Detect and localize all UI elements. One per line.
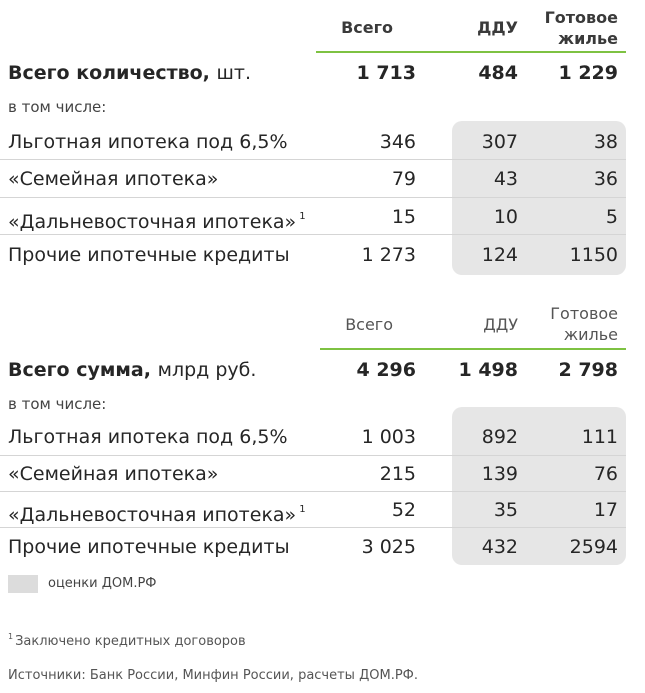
header-underline (320, 348, 626, 350)
including-label: в том числе: (8, 98, 107, 116)
table-row-ddu: 307 (481, 131, 518, 153)
table-row-ready: 36 (593, 168, 618, 190)
header-ddu: ДДУ (477, 18, 518, 37)
table-row-ready: 111 (581, 426, 618, 448)
table-row-label: Прочие ипотечные кредиты (8, 244, 290, 266)
table-row-ready: 2594 (569, 536, 618, 558)
table-row-ready: 38 (593, 131, 618, 153)
table-row-ddu: 139 (481, 463, 518, 485)
table-row-total: 215 (379, 463, 416, 485)
sources-note: Источники: Банк России, Минфин России, р… (8, 668, 418, 683)
table-row-label: «Семейная ипотека» (8, 463, 219, 485)
legend-label: оценки ДОМ.РФ (48, 576, 157, 591)
header-underline (316, 51, 626, 53)
header-total: Всего (345, 315, 393, 334)
table-row-ddu: 35 (493, 499, 518, 521)
estimate-shade (452, 407, 626, 565)
header-ddu: ДДУ (483, 315, 518, 334)
table-row-total: 346 (379, 131, 416, 153)
table-row-total: 15 (391, 206, 416, 228)
table-row-ddu: 43 (493, 168, 518, 190)
total-row-total: 1 713 (356, 62, 417, 84)
including-label: в том числе: (8, 395, 107, 413)
total-row-label: Всего сумма, млрд руб. (8, 359, 257, 381)
footnote-mark: 1 (8, 632, 14, 641)
table-row-ddu: 432 (481, 536, 518, 558)
row-divider (0, 527, 626, 528)
total-row-ddu: 484 (478, 62, 518, 84)
footnote-mark: 1 (299, 504, 306, 515)
footnote-mark: 1 (299, 211, 306, 222)
table-row-total: 1 003 (361, 426, 416, 448)
row-divider (0, 455, 626, 456)
legend-swatch (8, 575, 38, 593)
total-row-ready: 2 798 (558, 359, 619, 381)
table-row-label: «Дальневосточная ипотека» 1 (8, 504, 306, 526)
table-row-ddu: 124 (481, 244, 518, 266)
total-row-ready: 1 229 (558, 62, 619, 84)
table-row-label: Прочие ипотечные кредиты (8, 536, 290, 558)
table-row-total: 52 (391, 499, 416, 521)
table-row-label: Льготная ипотека под 6,5% (8, 426, 288, 448)
estimate-shade (452, 121, 626, 275)
table-row-total: 1 273 (361, 244, 416, 266)
total-row-total: 4 296 (356, 359, 417, 381)
header-ready-line2: жилье (558, 29, 618, 48)
table-row-ddu: 892 (481, 426, 518, 448)
footnote: 1 Заключено кредитных договоров (8, 632, 246, 649)
table-row-label: Льготная ипотека под 6,5% (8, 131, 288, 153)
row-divider (0, 197, 626, 198)
table-row-total: 79 (391, 168, 416, 190)
header-ready-line1: Готовое (544, 8, 618, 27)
table-row-ddu: 10 (493, 206, 518, 228)
row-divider (0, 491, 626, 492)
table-row-ready: 5 (605, 206, 618, 228)
table-row-ready: 17 (593, 499, 618, 521)
row-divider (0, 159, 626, 160)
table-row-total: 3 025 (361, 536, 416, 558)
total-row-label: Всего количество, шт. (8, 62, 252, 84)
table-row-label: «Семейная ипотека» (8, 168, 219, 190)
table-row-label: «Дальневосточная ипотека» 1 (8, 211, 306, 233)
row-divider (0, 234, 626, 235)
header-ready-line1: Готовое (550, 304, 618, 323)
header-ready-line2: жилье (563, 325, 618, 344)
table-row-ready: 1150 (569, 244, 618, 266)
total-row-ddu: 1 498 (458, 359, 519, 381)
header-total: Всего (341, 18, 393, 37)
table-row-ready: 76 (593, 463, 618, 485)
